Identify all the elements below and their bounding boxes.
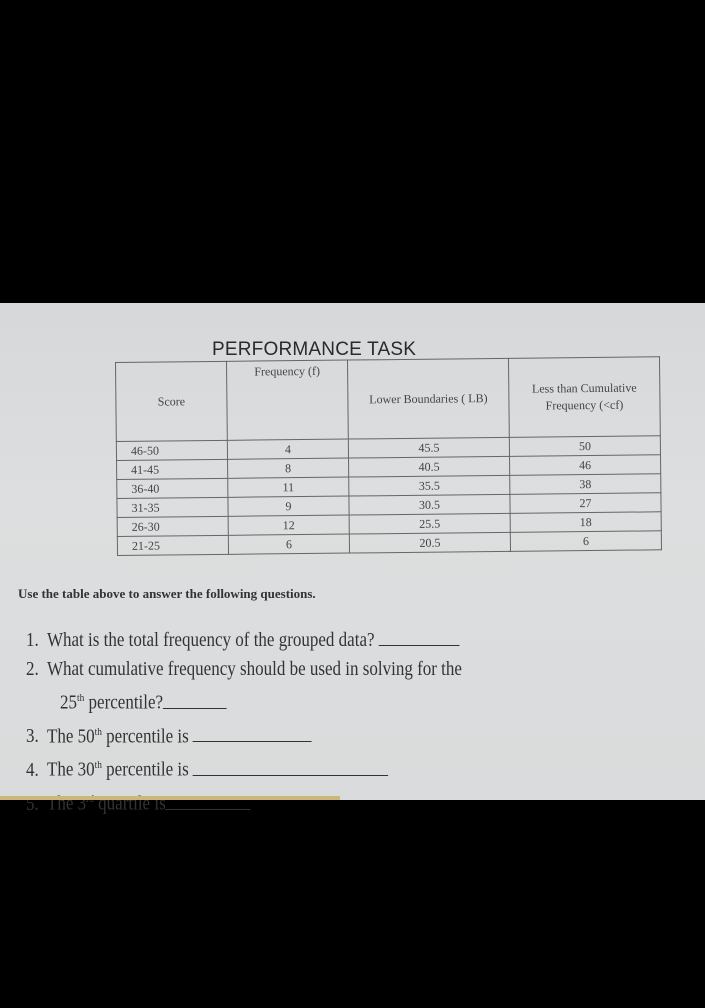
cell-frequency: 9 [227,496,350,517]
cell-lower-boundary: 20.5 [349,532,511,554]
frequency-table: Score Frequency (f) Lower Boundaries ( L… [115,356,662,556]
question-number: 5. [26,792,39,815]
ordinal-suffix: th [77,692,85,704]
question-3: 3. The 50th percentile is [26,718,689,752]
question-number: 4. [26,758,39,781]
cell-score: 21-25 [117,535,229,556]
question-number: 2. [26,658,39,680]
answer-blank[interactable] [163,690,227,709]
question-text: What is the total frequency of the group… [46,629,375,651]
cell-frequency: 8 [227,458,349,479]
answer-blank[interactable] [193,723,313,743]
cell-score: 36-40 [116,478,228,499]
question-2-continued: 25th percentile? [26,684,689,718]
table-header-row: Score Frequency (f) Lower Boundaries ( L… [115,356,661,442]
question-text: percentile? [84,691,164,714]
instructions: Use the table above to answer the follow… [18,586,316,601]
cell-lower-boundary: 25.5 [349,513,511,535]
cell-lower-boundary: 40.5 [348,456,510,478]
cell-frequency: 6 [228,534,350,555]
cell-score: 26-30 [117,516,229,537]
worksheet-photo: PERFORMANCE TASK Score Frequency (f) Low… [0,303,705,815]
question-2: 2. What cumulative frequency should be u… [26,655,689,684]
cell-frequency: 11 [227,477,349,498]
cell-cumulative-frequency: 27 [509,492,662,514]
question-number: 3. [26,725,39,748]
cell-lower-boundary: 35.5 [348,475,510,497]
header-lower-boundaries: Lower Boundaries ( LB) [347,358,510,440]
question-text: 25 [60,691,77,714]
question-text: percentile is [101,725,189,748]
cell-frequency: 4 [227,439,349,460]
cell-frequency: 12 [228,515,350,536]
cell-lower-boundary: 30.5 [348,494,511,516]
question-text: What cumulative frequency should be used… [46,658,462,680]
cell-cumulative-frequency: 46 [509,454,661,476]
cell-score: 31-35 [116,497,229,518]
ordinal-suffix: th [94,759,102,772]
answer-blank[interactable] [193,757,389,776]
question-4: 4. The 30th percentile is [26,751,689,785]
header-cumulative-frequency: Less than Cumulative Frequency (<cf) [508,356,661,438]
question-5: 5. The 3rd quartile is [26,785,689,819]
question-text: The 50 [46,725,95,748]
ordinal-suffix: th [94,725,102,738]
question-text: The 30 [46,758,95,781]
answer-blank[interactable] [165,791,251,810]
cell-cumulative-frequency: 50 [509,435,661,457]
cell-cumulative-frequency: 18 [510,511,662,533]
question-number: 1. [26,629,39,651]
header-frequency: Frequency (f) [226,360,349,441]
cell-lower-boundary: 45.5 [348,437,510,459]
cell-score: 46-50 [116,440,228,461]
paper-edge [0,796,340,800]
cell-cumulative-frequency: 38 [509,473,661,495]
answer-blank[interactable] [378,627,460,646]
cell-cumulative-frequency: 6 [510,530,662,552]
question-list: 1. What is the total frequency of the gr… [26,626,689,819]
question-text: percentile is [101,758,189,781]
question-1: 1. What is the total frequency of the gr… [26,626,689,655]
cell-score: 41-45 [116,459,228,480]
header-score: Score [115,361,228,442]
page-title: PERFORMANCE TASK [212,339,417,360]
